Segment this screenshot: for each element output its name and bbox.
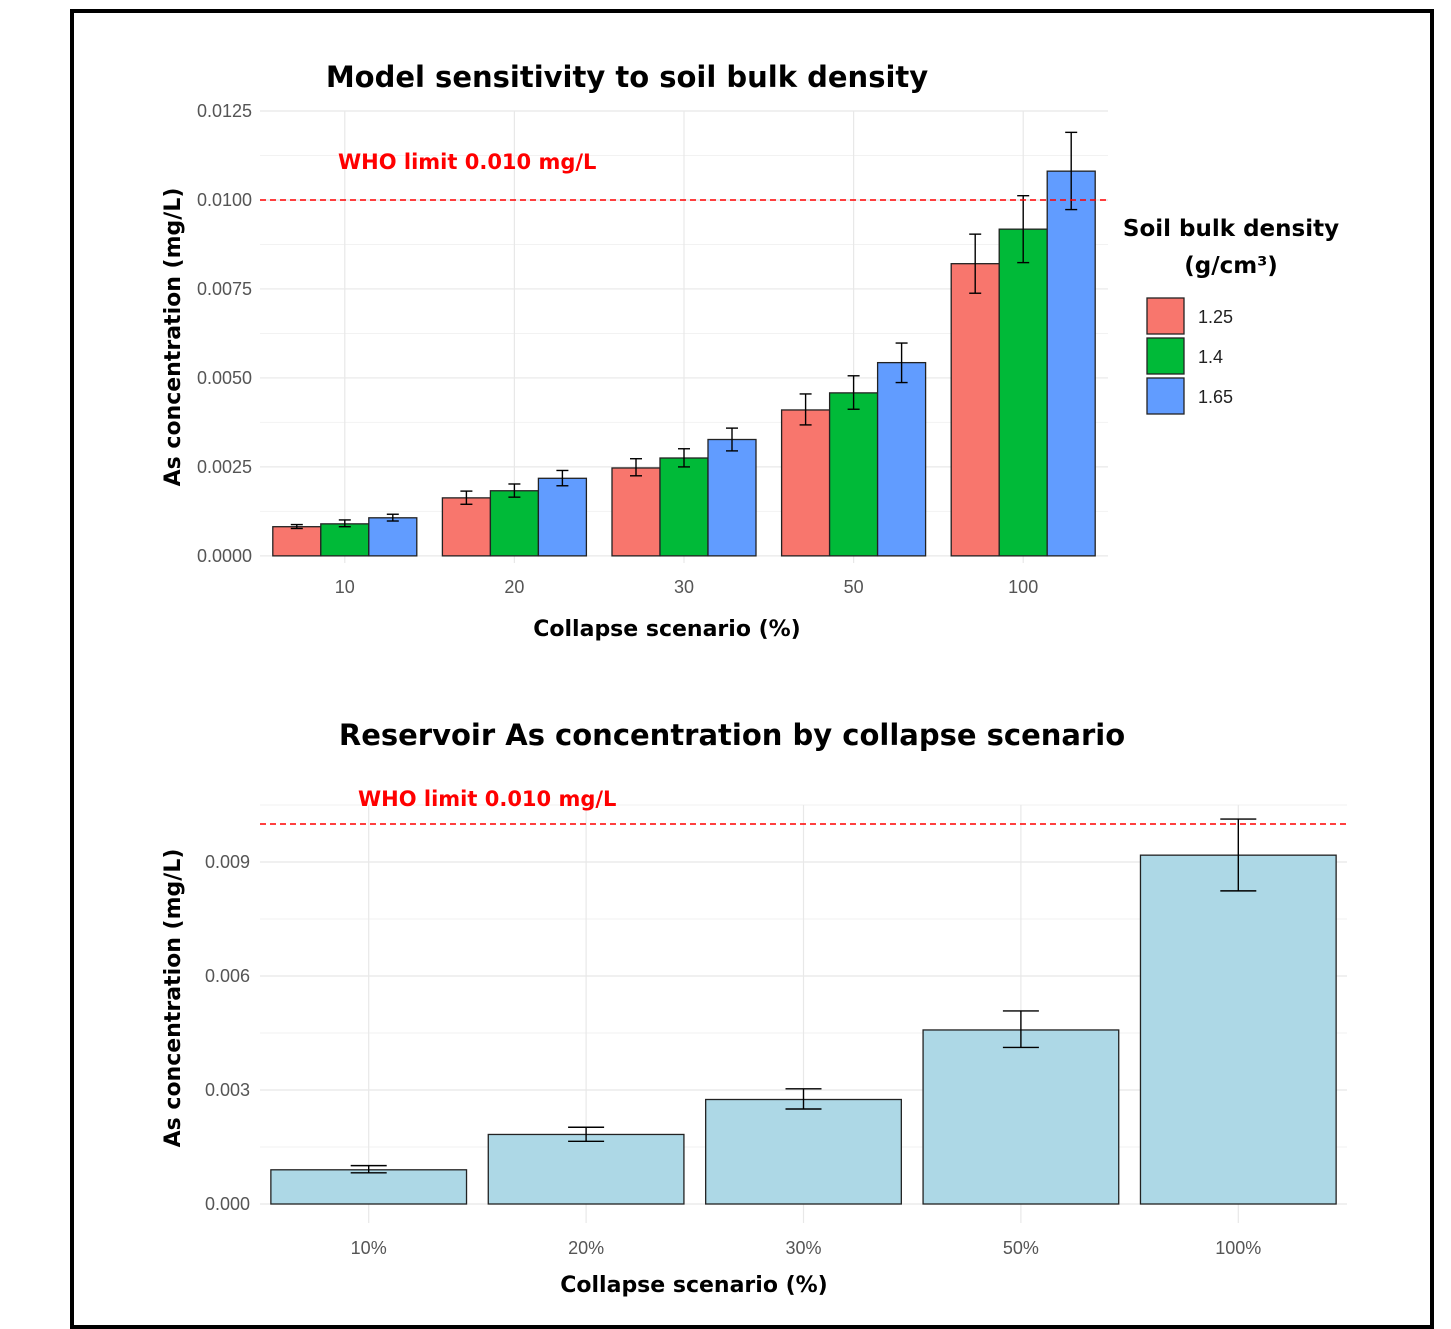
- bar-1.4-30: [659, 457, 709, 557]
- y-tick-label: 0.006: [205, 966, 250, 986]
- y-tick-label: 0.0100: [197, 190, 252, 210]
- chart-2: 0.000 0.003 0.006 0.009 10% 20% 30% 50% 100% WHO …: [161, 718, 1347, 1298]
- bar-1.4-20: [489, 490, 540, 557]
- bar-1.4-10: [320, 523, 370, 557]
- legend-swatch-1.25: [1146, 297, 1185, 335]
- legend-swatch-1.4: [1146, 337, 1185, 375]
- y-tick-label: 0.003: [205, 1080, 250, 1100]
- y-axis-title: As concentration (mg/L): [161, 849, 186, 1148]
- y-tick-label: 0.0125: [197, 101, 252, 121]
- x-axis-title: Collapse scenario (%): [560, 1273, 828, 1298]
- legend: Soil bulk density (g/cm³) 1.25 1.4 1.65: [1123, 216, 1339, 415]
- x-tick-label: 100: [1008, 577, 1038, 597]
- legend-title: Soil bulk density: [1123, 216, 1339, 242]
- y-tick-label: 0.0000: [197, 546, 252, 566]
- x-tick-label: 50%: [1003, 1238, 1039, 1258]
- bar-1.65-10: [368, 517, 418, 557]
- who-limit-label: WHO limit 0.010 mg/L: [358, 787, 616, 811]
- bar-1.25-50: [780, 409, 831, 557]
- x-tick-label: 30: [674, 577, 694, 597]
- bar-20%: [487, 1133, 685, 1205]
- bar-1.65-100: [1046, 170, 1096, 557]
- y-tick-label: 0.0025: [197, 457, 252, 477]
- chart-1: 0.0000 0.0025 0.0050 0.0075 0.0100 0.0125 10 20…: [161, 60, 1339, 642]
- y-tick-label: 0.0075: [197, 279, 252, 299]
- bar-50%: [922, 1029, 1120, 1205]
- chart-title: Reservoir As concentration by collapse s…: [339, 718, 1125, 752]
- legend-label: 1.25: [1198, 307, 1233, 327]
- x-axis-title: Collapse scenario (%): [533, 617, 801, 642]
- x-tick-label: 20%: [568, 1238, 604, 1258]
- bar-1.65-20: [537, 477, 588, 557]
- bar-1.65-50: [876, 361, 927, 557]
- x-tick-label: 20: [504, 577, 524, 597]
- bar-1.25-30: [611, 467, 661, 557]
- y-axis-title: As concentration (mg/L): [161, 188, 186, 487]
- legend-title: (g/cm³): [1184, 253, 1278, 279]
- bar-100%: [1139, 854, 1337, 1205]
- chart-title: Model sensitivity to soil bulk density: [326, 60, 928, 94]
- bar-10%: [270, 1169, 468, 1205]
- x-tick-label: 50: [844, 577, 864, 597]
- bar-1.65-30: [707, 438, 757, 557]
- x-tick-label: 30%: [785, 1238, 821, 1258]
- x-tick-label: 100%: [1215, 1238, 1261, 1258]
- bar-1.4-100: [998, 228, 1048, 557]
- bar-1.4-50: [828, 392, 879, 557]
- bar-30%: [705, 1098, 902, 1205]
- legend-swatch-1.65: [1146, 377, 1185, 415]
- bar-1.25-100: [950, 263, 1000, 557]
- bar-1.25-20: [441, 497, 492, 557]
- legend-label: 1.4: [1198, 347, 1223, 367]
- y-tick-label: 0.000: [205, 1194, 250, 1214]
- y-tick-label: 0.009: [205, 852, 250, 872]
- bar-1.25-10: [272, 526, 322, 557]
- legend-label: 1.65: [1198, 387, 1233, 407]
- who-limit-label: WHO limit 0.010 mg/L: [338, 150, 596, 174]
- x-tick-label: 10%: [351, 1238, 387, 1258]
- x-tick-label: 10: [335, 577, 355, 597]
- y-tick-label: 0.0050: [197, 368, 252, 388]
